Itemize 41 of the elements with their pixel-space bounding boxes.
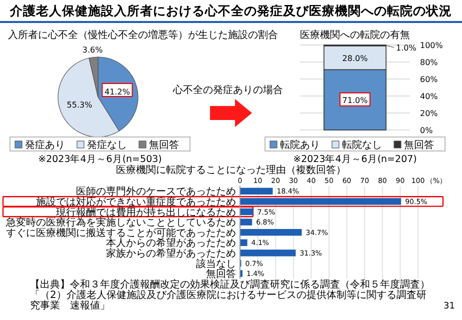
text: 「（2）介護老人保健施設及び介護医療院におけるサービスの提供体制等に関する調査研究事業 速報値」 bbox=[30, 289, 426, 312]
chart-title: 医療機関に転院することになった理由（複数回答） bbox=[116, 164, 346, 176]
legend-label: 転院なし bbox=[342, 139, 382, 151]
bar bbox=[240, 229, 302, 236]
bar bbox=[240, 239, 248, 246]
text: 心不全の発症ありの場合 bbox=[172, 84, 283, 96]
text: ※2023年4月～6月(n=207) bbox=[293, 153, 417, 165]
bar bbox=[240, 198, 402, 205]
text: 【出典】令和３年度介護報酬改定の効果検証及び調査研究に係る調査（令和５年度調査） bbox=[30, 278, 430, 291]
y-tick-label: 0% bbox=[420, 126, 434, 135]
y-tick-label: 60% bbox=[420, 75, 438, 84]
y-tick-label: 現行報酬では費用が持ち出しになるため bbox=[56, 206, 236, 218]
bar bbox=[240, 218, 252, 226]
text: 介護老人保健施設入所者における心不全の発症及び医療機関への転院の状況 bbox=[9, 3, 452, 18]
bar bbox=[240, 250, 296, 256]
legend-label: 発症あり bbox=[25, 139, 65, 151]
y-tick-label: 80% bbox=[420, 58, 438, 67]
chart-subtitle: 入所者に心不全（慢性心不全の増悪等）が生じた施設の割合 bbox=[8, 29, 278, 41]
y-tick-label: すぐに医療機関に搬送することが可能であったため bbox=[6, 226, 236, 239]
data-label: 28.0% bbox=[342, 54, 368, 63]
data-label: 41.2% bbox=[104, 88, 130, 97]
bar bbox=[240, 188, 273, 194]
chart-title: 医療機関への転院の有無 bbox=[300, 29, 410, 41]
data-label: 55.3% bbox=[66, 100, 93, 110]
y-tick-label: 家族からの希望があったため bbox=[106, 247, 236, 260]
y-tick-label: 100% bbox=[420, 41, 444, 50]
y-tick-label: 無回答 bbox=[206, 268, 236, 280]
legend-label: 転院あり bbox=[280, 139, 320, 151]
y-tick-label: 40% bbox=[420, 92, 438, 101]
y-tick-label: 医師の専門外のケースであったため bbox=[76, 186, 236, 198]
data-label: 71.0% bbox=[342, 96, 368, 105]
text: 31 bbox=[444, 302, 455, 312]
y-tick-label: 本人からの希望があったため bbox=[106, 237, 236, 250]
y-tick-label: 該当なし bbox=[196, 258, 236, 270]
legend-label: 発症なし bbox=[87, 139, 127, 151]
y-tick-label: 急変時の医療行為を実施しないこととしているため bbox=[5, 216, 236, 229]
data-label: 3.6% bbox=[82, 45, 104, 54]
y-tick-label: 施設では対応ができない重症度であったため bbox=[36, 196, 236, 208]
data-label: 1.0% bbox=[396, 43, 417, 52]
y-tick-label: 20% bbox=[420, 109, 438, 118]
text: ※2023年4月～6月(n=503) bbox=[38, 153, 162, 165]
